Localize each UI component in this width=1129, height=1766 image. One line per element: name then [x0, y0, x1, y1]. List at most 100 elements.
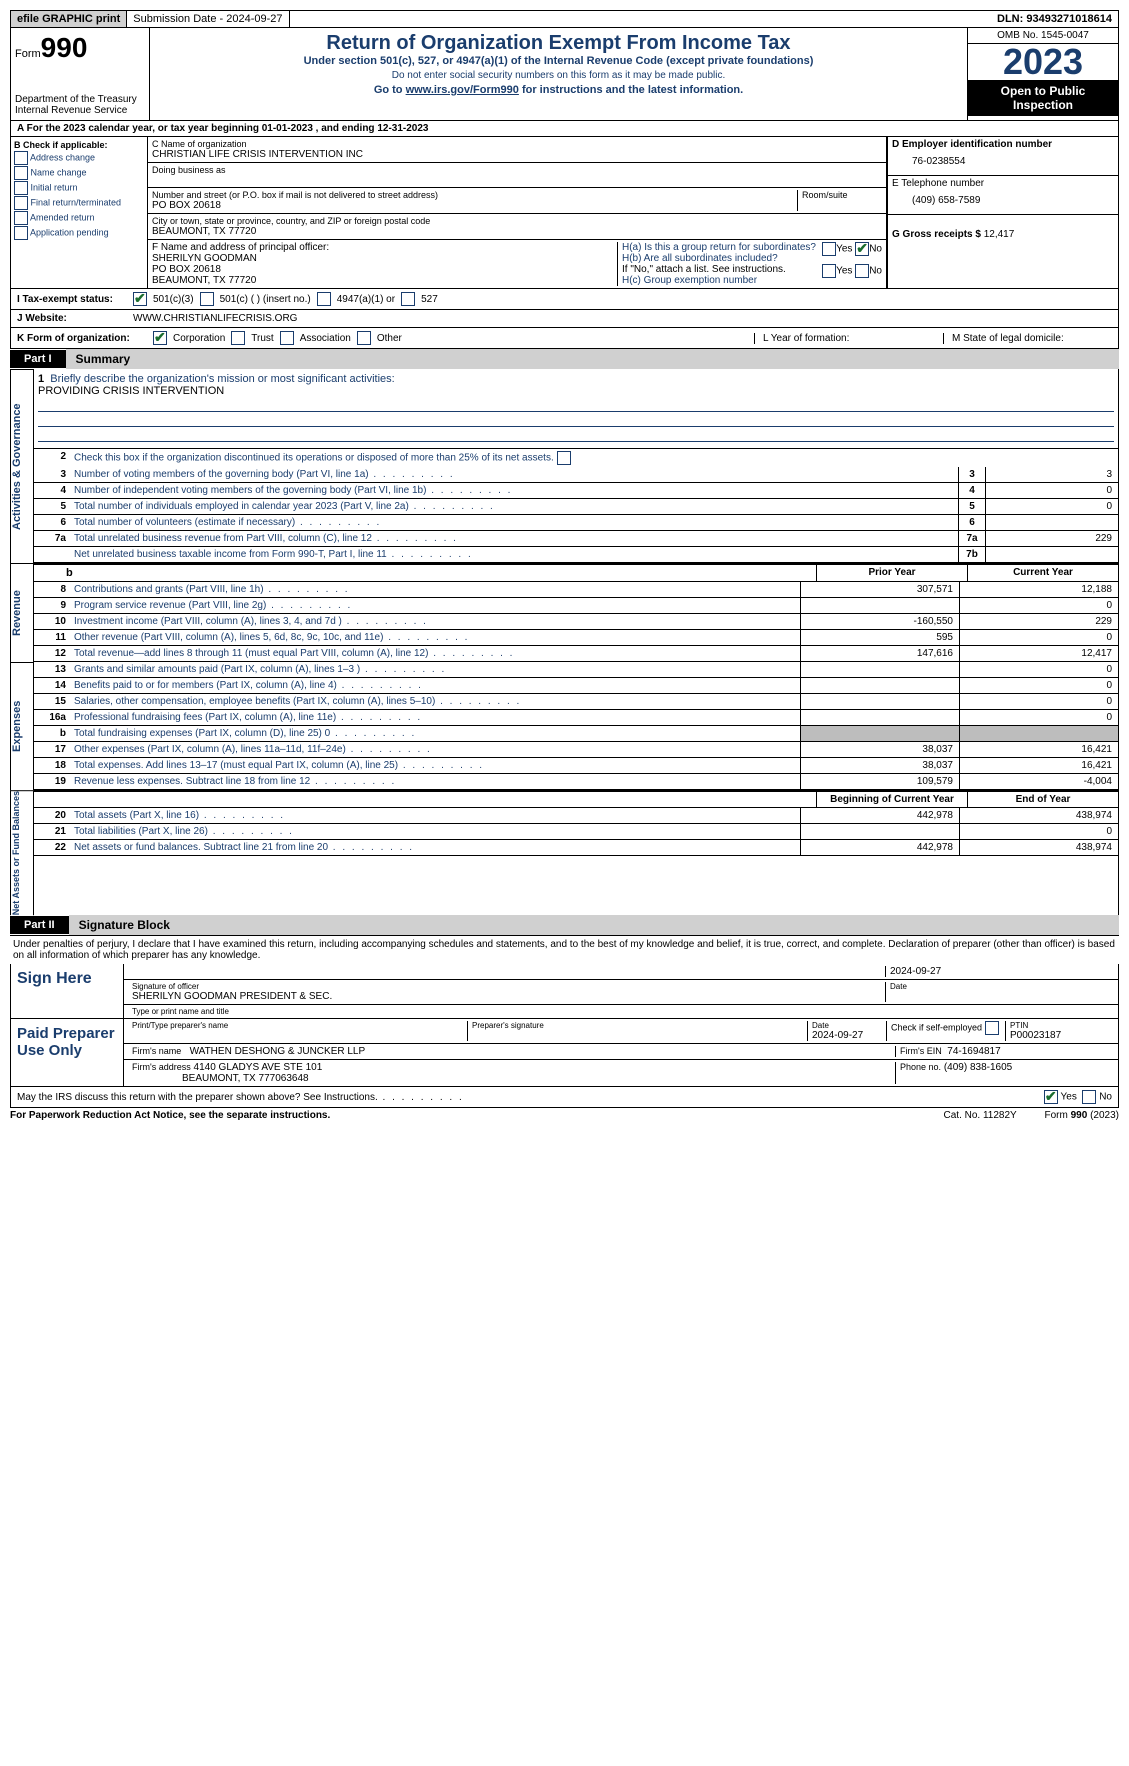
part2-tag: Part II — [10, 916, 69, 934]
year-formation: L Year of formation: — [754, 333, 923, 344]
checkbox-501c[interactable] — [200, 292, 214, 306]
summary-line: 4 Number of independent voting members o… — [34, 483, 1118, 499]
signature-block: Sign Here 2024-09-27 Signature of office… — [10, 964, 1119, 1087]
gross-label: G Gross receipts $ — [892, 229, 981, 240]
sign-here-label: Sign Here — [11, 964, 124, 1018]
checkbox-other[interactable] — [357, 331, 371, 345]
firm-name: WATHEN DESHONG & JUNCKER LLP — [190, 1046, 366, 1057]
box-b-title: B Check if applicable: — [14, 140, 144, 150]
checkbox-name-change[interactable] — [14, 166, 28, 180]
summary-line: 3 Number of voting members of the govern… — [34, 467, 1118, 483]
self-employed-label: Check if self-employed — [891, 1023, 982, 1033]
sign-date: 2024-09-27 — [890, 966, 941, 977]
opt-corporation: Corporation — [173, 333, 225, 344]
line2-text: Check this box if the organization disco… — [74, 453, 554, 464]
firm-addr2: BEAUMONT, TX 777063648 — [182, 1073, 309, 1084]
yes-label: Yes — [1061, 1092, 1077, 1103]
row-i: I Tax-exempt status: 501(c)(3) 501(c) ( … — [10, 289, 1119, 310]
checkbox-discontinued[interactable] — [557, 451, 571, 465]
checkbox-501c3[interactable] — [133, 292, 147, 306]
hdr-prior-year: Prior Year — [816, 565, 967, 581]
goto-post: for instructions and the latest informat… — [519, 84, 743, 96]
efile-print-button[interactable]: efile GRAPHIC print — [11, 11, 127, 27]
firm-phone: (409) 838-1605 — [944, 1062, 1012, 1073]
date-label: Date — [890, 982, 1110, 991]
checkbox-association[interactable] — [280, 331, 294, 345]
form-header: Form990 Department of the Treasury Inter… — [10, 28, 1119, 121]
discuss-text: May the IRS discuss this return with the… — [17, 1092, 464, 1103]
opt-association: Association — [300, 333, 351, 344]
checkbox-final-return[interactable] — [14, 196, 28, 210]
opt-final-return: Final return/terminated — [31, 197, 122, 207]
checkbox-hb-no[interactable] — [855, 264, 869, 278]
part1-header: Part I Summary — [10, 349, 1119, 369]
checkbox-application-pending[interactable] — [14, 226, 28, 240]
checkbox-corporation[interactable] — [153, 331, 167, 345]
summary-expenses: Expenses 13 Grants and similar amounts p… — [10, 662, 1119, 790]
checkbox-ha-no[interactable] — [855, 242, 869, 256]
officer-name: SHERILYN GOODMAN — [152, 253, 617, 264]
vlabel-governance: Activities & Governance — [10, 369, 34, 563]
top-bar: efile GRAPHIC print Submission Date - 20… — [10, 10, 1119, 28]
ptin-value: P00023187 — [1010, 1030, 1110, 1041]
checkbox-hb-yes[interactable] — [822, 264, 836, 278]
part1-title: Summary — [66, 349, 1119, 369]
submission-date: Submission Date - 2024-09-27 — [127, 11, 289, 27]
ein-value: 76-0238554 — [892, 150, 1114, 173]
cat-no: Cat. No. 11282Y — [944, 1110, 1017, 1121]
opt-527: 527 — [421, 294, 438, 305]
no-label: No — [869, 244, 882, 255]
checkbox-4947[interactable] — [317, 292, 331, 306]
ein-label: D Employer identification number — [892, 139, 1114, 150]
prep-name-label: Print/Type preparer's name — [132, 1021, 463, 1030]
checkbox-initial-return[interactable] — [14, 181, 28, 195]
ssn-note: Do not enter social security numbers on … — [154, 70, 963, 81]
officer-addr1: PO BOX 20618 — [152, 264, 617, 275]
checkbox-amended-return[interactable] — [14, 211, 28, 225]
summary-line: 17 Other expenses (Part IX, column (A), … — [34, 742, 1118, 758]
officer-signature: SHERILYN GOODMAN PRESIDENT & SEC. — [132, 991, 881, 1002]
discuss-row: May the IRS discuss this return with the… — [10, 1087, 1119, 1108]
summary-line: Net unrelated business taxable income fr… — [34, 547, 1118, 563]
opt-501c: 501(c) ( ) (insert no.) — [220, 294, 311, 305]
summary-line: 16a Professional fundraising fees (Part … — [34, 710, 1118, 726]
prep-date-label: Date — [812, 1021, 882, 1030]
phone-value: (409) 658-7589 — [892, 189, 1114, 212]
footer-form-no: 990 — [1071, 1110, 1088, 1121]
row-k-label: K Form of organization: — [17, 333, 147, 344]
box-b: B Check if applicable: Address change Na… — [11, 137, 148, 288]
dln: DLN: 93493271018614 — [991, 11, 1118, 27]
checkbox-trust[interactable] — [231, 331, 245, 345]
footer-left: For Paperwork Reduction Act Notice, see … — [10, 1110, 330, 1121]
vlabel-net-assets: Net Assets or Fund Balances — [10, 790, 34, 915]
checkbox-ha-yes[interactable] — [822, 242, 836, 256]
checkbox-self-employed[interactable] — [985, 1021, 999, 1035]
part2-header: Part II Signature Block — [10, 915, 1119, 935]
box-f-label: F Name and address of principal officer: — [152, 242, 617, 253]
department-label: Department of the Treasury Internal Reve… — [15, 94, 145, 116]
summary-line: 18 Total expenses. Add lines 13–17 (must… — [34, 758, 1118, 774]
summary-line: 12 Total revenue—add lines 8 through 11 … — [34, 646, 1118, 662]
summary-line: 13 Grants and similar amounts paid (Part… — [34, 662, 1118, 678]
opt-name-change: Name change — [31, 167, 87, 177]
footer: For Paperwork Reduction Act Notice, see … — [10, 1108, 1119, 1121]
tax-year: 2023 — [968, 44, 1118, 80]
part2-title: Signature Block — [69, 915, 1119, 935]
summary-line: 15 Salaries, other compensation, employe… — [34, 694, 1118, 710]
checkbox-address-change[interactable] — [14, 151, 28, 165]
street-value: PO BOX 20618 — [152, 200, 793, 211]
org-name: CHRISTIAN LIFE CRISIS INTERVENTION INC — [152, 149, 882, 160]
checkbox-discuss-yes[interactable] — [1044, 1090, 1058, 1104]
checkbox-527[interactable] — [401, 292, 415, 306]
firm-addr1: 4140 GLADYS AVE STE 101 — [194, 1062, 323, 1073]
summary-line: 11 Other revenue (Part VIII, column (A),… — [34, 630, 1118, 646]
checkbox-discuss-no[interactable] — [1082, 1090, 1096, 1104]
firm-ein-label: Firm's EIN — [900, 1046, 942, 1056]
officer-addr2: BEAUMONT, TX 77720 — [152, 275, 617, 286]
row-i-label: I Tax-exempt status: — [17, 294, 127, 305]
opt-initial-return: Initial return — [31, 182, 78, 192]
summary-governance: Activities & Governance 1 Briefly descri… — [10, 369, 1119, 563]
vlabel-expenses: Expenses — [10, 662, 34, 790]
irs-link[interactable]: www.irs.gov/Form990 — [406, 84, 519, 96]
opt-501c3: 501(c)(3) — [153, 294, 194, 305]
